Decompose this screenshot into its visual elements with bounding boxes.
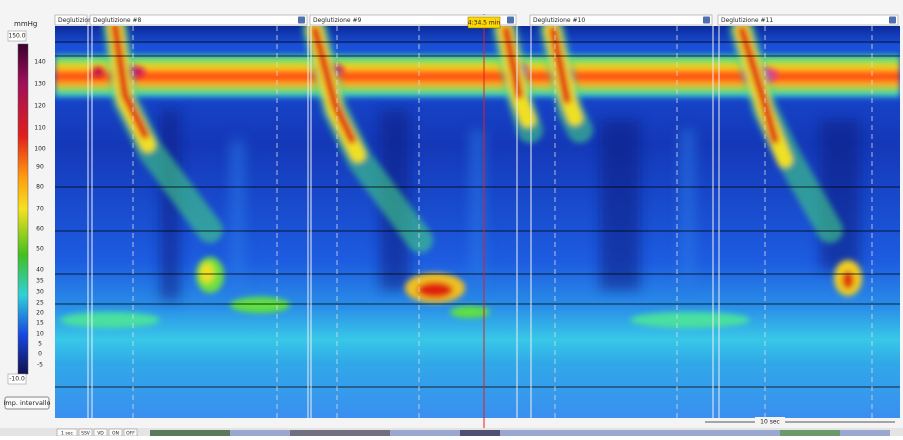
timescale-label: 10 sec [760,419,780,426]
scale-tick-label: 150.0 [8,33,25,40]
scale-tick-label: 35 [36,278,44,285]
scale-tick-label: 25 [36,300,44,307]
toolbar-button-label: ON [112,430,119,436]
scale-tick-label: 0 [38,351,42,358]
scale-tick-label: 70 [36,206,44,213]
scale-tick-label: 140 [34,59,46,66]
scale-tick-label: 120 [34,103,46,110]
scale-unit: mmHg [14,20,37,28]
overview-segment [290,430,390,436]
swallow-tab-label: Deglutizione #9 [313,17,362,24]
scale-tick-label: 90 [36,164,44,171]
heatmap [55,26,900,418]
scale-tick-label: -5 [37,362,43,369]
scale-tick-label: 100 [34,146,46,153]
tab-icon[interactable] [507,17,514,24]
scale-tick-label: 30 [36,289,44,296]
scale-tick-label: 110 [34,125,46,132]
cursor-label: 4:34.5 min [468,20,501,27]
scale-tick-label: 15 [36,320,44,327]
tab-icon[interactable] [703,17,710,24]
swallow-tab-label: Deglutizione #10 [533,17,585,24]
manometry-view: mmHg 150.0140130120110100908070605040353… [0,0,903,436]
scale-tick-label: -10.0 [9,376,25,383]
scale-tick-label: 10 [36,331,44,338]
scale-tick-label: 60 [36,226,44,233]
swallow-tab-label: Deglutizion [58,17,92,24]
tab-icon[interactable] [889,17,896,24]
overview-strip[interactable] [150,430,890,436]
toolbar-button-label: 1 sec [61,430,73,436]
overview-segment [780,430,840,436]
swallow-tab-label: Deglutizione #11 [721,17,773,24]
tab-icon[interactable] [298,17,305,24]
scale-tick-label: 130 [34,81,46,88]
scale-tick-label: 50 [36,246,44,253]
overview-segment [460,430,500,436]
scale-tick-label: 5 [38,341,42,348]
scale-tick-label: 40 [36,267,44,274]
scale-tick-label: 20 [36,310,44,317]
overview-segment [150,430,230,436]
swallow-tab-label: Deglutizione #8 [93,17,142,24]
interval-button-label: Imp. intervallo [3,399,50,407]
toolbar-button-label: SSV [81,430,91,436]
scale-tick-label: 80 [36,184,44,191]
toolbar-button-label: VD [97,430,104,436]
color-bar [18,44,28,374]
toolbar-button-label: OFF [126,430,135,436]
